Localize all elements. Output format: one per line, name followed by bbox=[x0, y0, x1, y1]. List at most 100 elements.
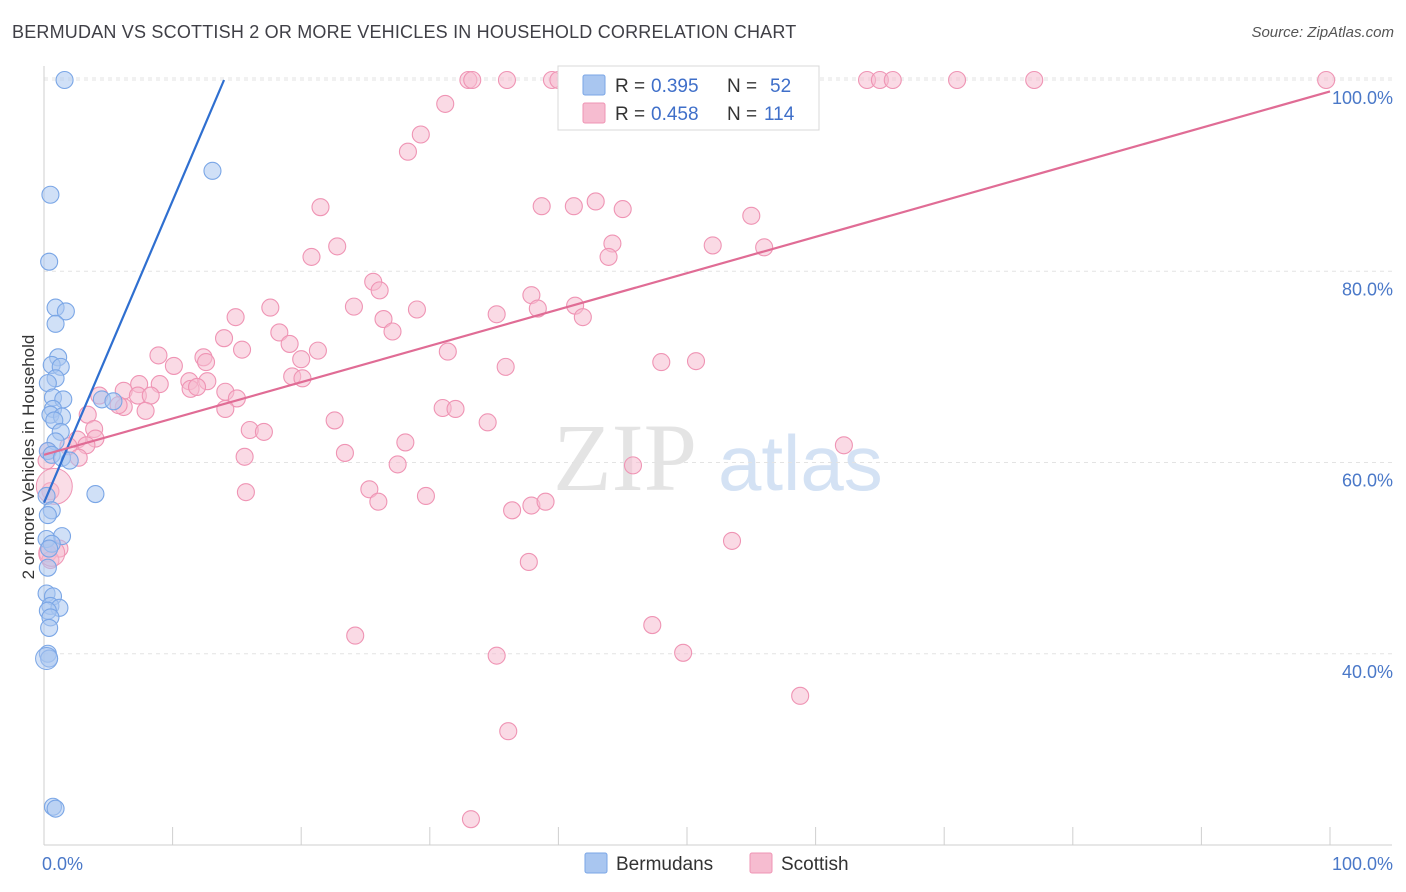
legend-r-value-bermudans: 0.395 bbox=[651, 76, 699, 97]
scottish-point bbox=[187, 377, 207, 397]
scottish-point bbox=[292, 350, 311, 369]
scottish-point bbox=[564, 197, 583, 216]
scottish-point bbox=[261, 298, 280, 317]
scottish-point bbox=[369, 492, 388, 511]
scottish-point bbox=[308, 341, 327, 360]
scottish-point bbox=[623, 456, 643, 475]
scottish-point bbox=[235, 447, 254, 466]
legend-n-label-bermudans: N = bbox=[727, 76, 757, 97]
scottish-point bbox=[883, 70, 902, 90]
scottish-point bbox=[478, 413, 497, 432]
legend-swatch-bermudans bbox=[582, 74, 606, 96]
legend-swatch-scottish bbox=[582, 102, 606, 124]
legend-n-value-bermudans: 52 bbox=[770, 76, 791, 97]
watermark-zip: ZIP bbox=[553, 404, 697, 511]
y-tick-label: 40.0% bbox=[1342, 662, 1393, 682]
scottish-point bbox=[532, 197, 551, 216]
scottish-point bbox=[528, 299, 547, 318]
legend-r-label-scottish: R = bbox=[615, 104, 645, 125]
scottish-point bbox=[742, 206, 761, 225]
scottish-point bbox=[396, 433, 415, 452]
scottish-point bbox=[346, 626, 365, 645]
stats-legend: R = 0.395 N = 52 R = 0.458 N = 114 bbox=[557, 65, 820, 131]
bermudan-point bbox=[41, 185, 60, 204]
scottish-point bbox=[599, 247, 618, 266]
scottish-point bbox=[1317, 70, 1336, 90]
scottish-point bbox=[463, 70, 482, 90]
scottish-point bbox=[149, 346, 168, 365]
scottish-point bbox=[1025, 70, 1044, 90]
scottish-point bbox=[311, 198, 330, 217]
scottish-point bbox=[328, 237, 347, 256]
bottom-legend-bermudans: Bermudans bbox=[616, 854, 713, 875]
scottish-point bbox=[302, 247, 321, 266]
scottish-point bbox=[398, 142, 417, 161]
scottish-point bbox=[344, 297, 363, 316]
scottish-point bbox=[436, 94, 455, 113]
scottish-point bbox=[834, 436, 853, 455]
chart-title: BERMUDAN VS SCOTTISH 2 OR MORE VEHICLES … bbox=[12, 22, 797, 42]
scottish-point bbox=[586, 192, 605, 211]
x-tick-label: 0.0% bbox=[42, 854, 83, 874]
scottish-point bbox=[374, 310, 393, 329]
series-legend: Bermudans Scottish bbox=[584, 852, 849, 875]
scottish-point bbox=[686, 352, 706, 371]
scottish-point bbox=[407, 300, 426, 319]
scottish-point bbox=[141, 386, 160, 405]
bermudan-point bbox=[46, 314, 65, 333]
scottish-point bbox=[503, 501, 522, 520]
scottish-point bbox=[519, 552, 538, 572]
bermudan-point bbox=[55, 70, 74, 90]
scottish-point bbox=[613, 200, 632, 219]
scottish-point bbox=[487, 305, 506, 324]
bermudan-trend-line bbox=[42, 79, 226, 504]
legend-r-value-scottish: 0.458 bbox=[651, 104, 699, 125]
scottish-point bbox=[703, 236, 722, 255]
scottish-point bbox=[236, 483, 255, 502]
bermudan-point bbox=[38, 506, 57, 525]
scottish-point bbox=[411, 125, 430, 144]
scottish-point bbox=[335, 443, 354, 462]
bermudan-point bbox=[40, 252, 59, 271]
x-tick-label: 100.0% bbox=[1332, 854, 1393, 874]
scottish-point bbox=[536, 492, 555, 511]
bermudan-point bbox=[203, 161, 222, 180]
scottish-point bbox=[438, 342, 457, 361]
bermudan-point bbox=[40, 618, 59, 637]
bottom-legend-swatch-scottish bbox=[749, 852, 773, 874]
legend-n-value-scottish: 114 bbox=[764, 104, 795, 125]
scottish-point bbox=[388, 455, 407, 474]
x-tick-labels: 0.0% 100.0% bbox=[42, 854, 1393, 874]
bermudan-point bbox=[56, 302, 75, 321]
scottish-point bbox=[499, 722, 518, 741]
scottish-point bbox=[360, 480, 379, 499]
scottish-point bbox=[652, 353, 671, 372]
scottish-point bbox=[461, 810, 481, 829]
legend-n-label-scottish: N = bbox=[727, 104, 757, 125]
y-tick-label: 100.0% bbox=[1332, 88, 1393, 108]
scottish-point bbox=[446, 399, 465, 419]
bermudan-point bbox=[40, 539, 59, 558]
legend-r-label-bermudans: R = bbox=[615, 76, 645, 97]
scottish-point bbox=[791, 686, 810, 705]
scottish-point bbox=[325, 411, 344, 430]
grid bbox=[44, 77, 1392, 655]
bottom-legend-scottish: Scottish bbox=[781, 854, 849, 875]
source-label: Source: ZipAtlas.com bbox=[1251, 24, 1394, 41]
scottish-point bbox=[496, 357, 515, 376]
scottish-point bbox=[196, 353, 216, 372]
scottish-point bbox=[280, 334, 299, 353]
y-axis-label: 2 or more Vehicles in Household bbox=[19, 335, 38, 580]
scottish-point bbox=[270, 323, 289, 342]
scottish-point bbox=[573, 308, 592, 327]
scottish-point bbox=[164, 356, 183, 375]
y-tick-labels: 40.0% 60.0% 80.0% 100.0% bbox=[1332, 88, 1393, 682]
scottish-point bbox=[136, 401, 155, 420]
scottish-point bbox=[226, 308, 245, 327]
bermudan-point bbox=[104, 392, 123, 411]
scottish-point bbox=[370, 281, 389, 300]
bermudan-point bbox=[86, 485, 105, 504]
cluster-point bbox=[35, 647, 59, 671]
scottish-point bbox=[214, 329, 234, 348]
